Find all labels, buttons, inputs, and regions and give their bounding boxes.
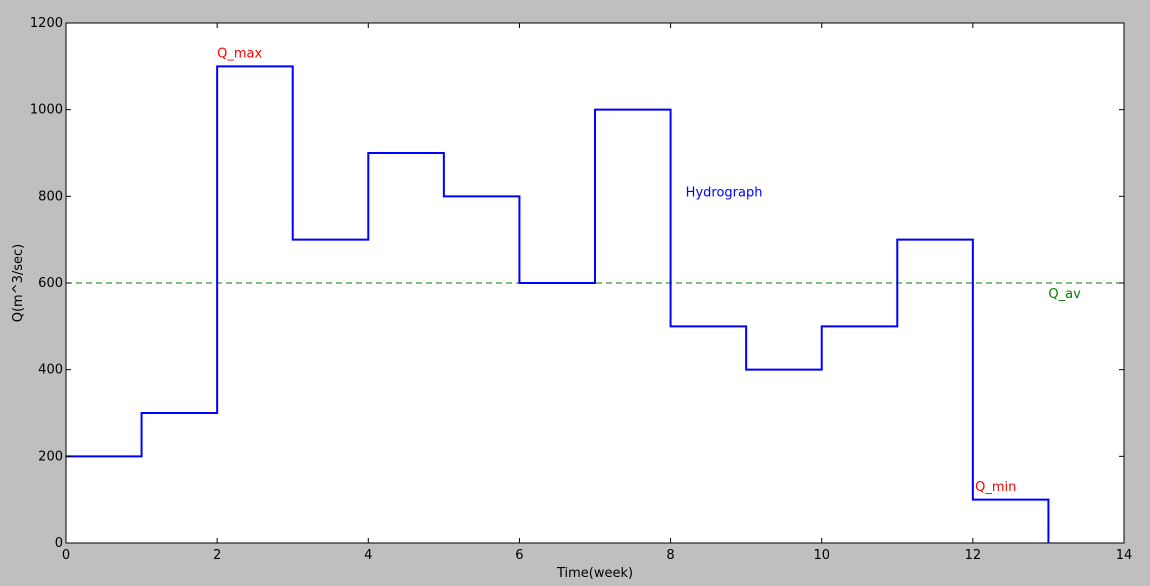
x-tick-label: 12 xyxy=(965,548,982,563)
y-axis-label: Q(m^3/sec) xyxy=(11,244,26,323)
y-tick-label: 1200 xyxy=(30,16,63,31)
annotation-label: Hydrograph xyxy=(686,185,763,200)
y-tick-label: 200 xyxy=(38,449,63,464)
x-tick-label: 2 xyxy=(213,548,221,563)
tick-labels: 0 2 4 6 8 10 12 14 0 200 400 600 800 1000 1200 xyxy=(30,16,1132,563)
chart-marks xyxy=(66,65,1124,543)
x-tick-label: 6 xyxy=(515,548,523,563)
x-tick-label: 14 xyxy=(1116,548,1133,563)
x-tick-label: 0 xyxy=(62,548,70,563)
y-tick-label: 800 xyxy=(38,189,63,204)
annotation-label: Q_max xyxy=(217,47,262,62)
y-tick-label: 400 xyxy=(38,363,63,378)
chart-annotations: Q_max Hydrograph Q_av Q_min xyxy=(217,47,1081,495)
annotation-label: Q_min xyxy=(975,480,1016,495)
hydrograph-series-line xyxy=(66,65,1050,543)
y-tick-label: 0 xyxy=(55,536,63,551)
plot-frame xyxy=(65,22,1125,544)
annotation-label: Q_av xyxy=(1048,287,1081,302)
y-tick-label: 1000 xyxy=(30,103,63,118)
x-tick-label: 4 xyxy=(364,548,372,563)
y-tick-label: 600 xyxy=(38,276,63,291)
x-tick-label: 8 xyxy=(666,548,674,563)
x-axis-label: Time(week) xyxy=(556,566,633,581)
x-tick-label: 10 xyxy=(813,548,830,563)
